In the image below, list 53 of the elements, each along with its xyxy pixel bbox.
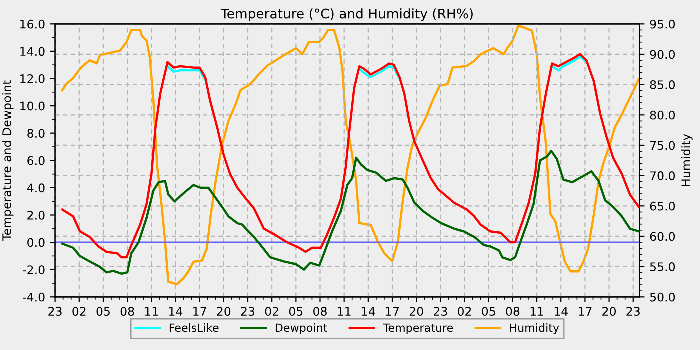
- x-tick-label: 23: [626, 307, 640, 316]
- x-tick-label: 05: [482, 307, 496, 316]
- x-tick-label: 17: [194, 307, 206, 316]
- y2-tick-label: 60.0: [650, 232, 676, 242]
- x-tick-label: 14: [554, 307, 568, 316]
- y2-tick-label: 50.0: [650, 292, 676, 302]
- x-tick-label: 05: [96, 307, 110, 316]
- y2-tick-label: 90.0: [650, 50, 676, 60]
- x-tick-label: 08: [506, 307, 520, 316]
- y2-tick-label: 55.0: [650, 262, 676, 272]
- x-tick-label: 02: [265, 307, 278, 316]
- y-tick-label: -2.0: [23, 266, 45, 275]
- x-tick-label: 23: [434, 307, 448, 316]
- x-tick-label: 08: [120, 307, 134, 316]
- y2-tick-label: 95.0: [650, 20, 676, 29]
- y-tick-label: 2.0: [28, 210, 45, 220]
- x-tick-label: 14: [362, 307, 376, 316]
- x-tick-label: 17: [578, 307, 592, 316]
- x-tick-label: 23: [241, 307, 255, 316]
- legend-label: FeelsLike: [170, 324, 219, 332]
- y-tick-label: 10.0: [20, 102, 45, 111]
- y2-axis-title: Humidity: [681, 134, 693, 186]
- x-tick-label: 14: [170, 307, 183, 316]
- x-tick-label: 20: [410, 307, 424, 316]
- x-tick-label: 20: [217, 307, 231, 316]
- y-tick-label: 6.0: [28, 156, 45, 166]
- x-tick-label: 02: [72, 307, 86, 316]
- legend-label: Dewpoint: [276, 324, 328, 334]
- y-tick-label: 4.0: [27, 184, 45, 193]
- y-tick-label: 16.0: [20, 20, 45, 29]
- x-tick-label: 20: [602, 307, 616, 316]
- y-tick-label: 14.0: [20, 47, 45, 56]
- x-tick-label: 02: [458, 307, 472, 316]
- y2-tick-label: 85.0: [650, 80, 676, 90]
- y2-tick-label: 70.0: [650, 172, 676, 180]
- legend-label: Temperature: [383, 324, 454, 334]
- x-tick-label: 23: [48, 307, 62, 316]
- x-tick-label: 11: [530, 307, 544, 316]
- x-tick-label: 11: [145, 307, 158, 316]
- y-tick-label: 0.0: [28, 238, 45, 248]
- x-tick-label: 08: [314, 307, 327, 316]
- x-tick-label: 11: [338, 307, 351, 316]
- legend-label: Humidity: [510, 324, 560, 334]
- x-tick-label: 17: [386, 307, 400, 316]
- y-tick-label: 8.0: [28, 129, 45, 138]
- y-tick-label: -4.0: [23, 292, 45, 302]
- y2-tick-label: 65.0: [650, 202, 676, 211]
- y-tick-label: 12.0: [20, 74, 45, 84]
- x-tick-label: 05: [289, 307, 303, 316]
- y2-tick-label: 80.0: [650, 110, 676, 120]
- y-axis-title: Temperature and Dewpoint: [2, 80, 14, 241]
- y2-tick-label: 75.0: [650, 141, 676, 150]
- chart-title: Temperature (°C) and Humidity (RH%): [221, 8, 473, 22]
